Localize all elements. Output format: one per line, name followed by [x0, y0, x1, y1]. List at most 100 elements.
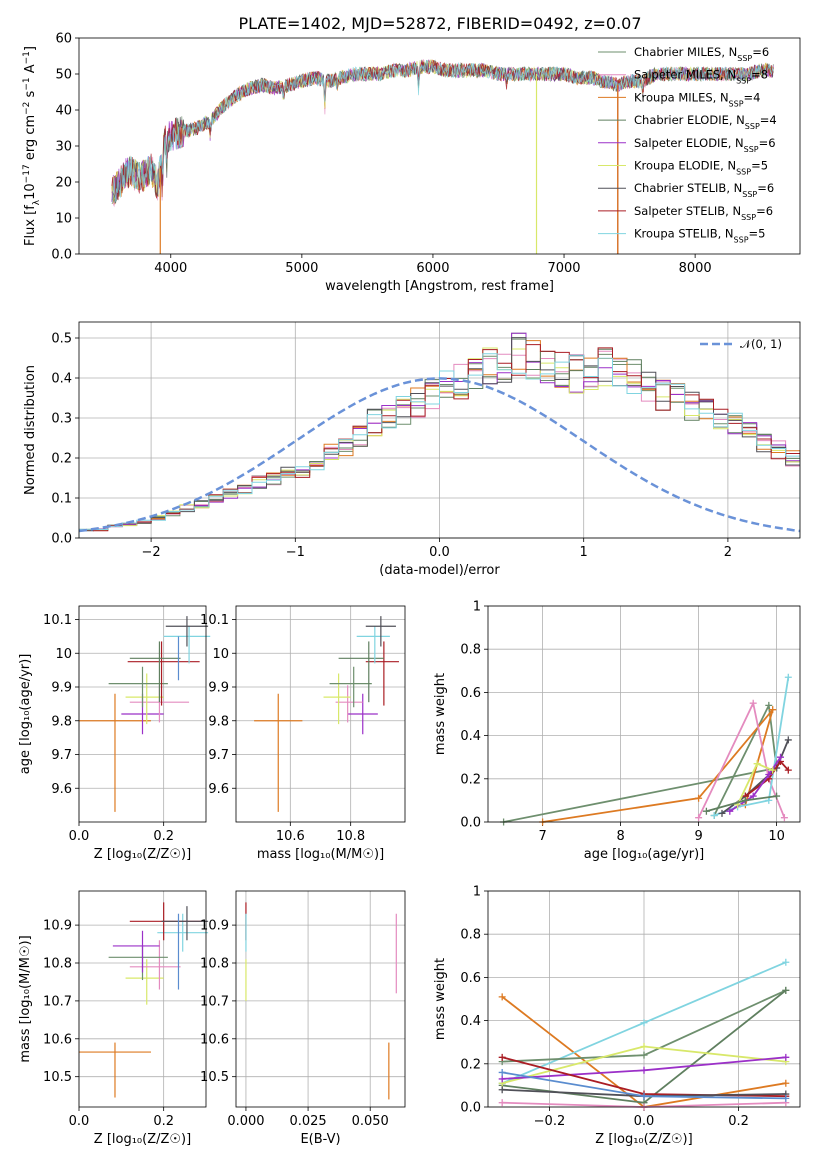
y-tick-label: 0.0 [460, 1101, 481, 1116]
weight-marker [702, 807, 710, 815]
y-tick-label: 0.4 [460, 1014, 481, 1029]
weight-marker [640, 1019, 648, 1027]
legend-label: Kroupa MILES, NSSP=4 [634, 90, 760, 108]
y-tick-label: 1 [473, 600, 481, 615]
weight-marker [769, 766, 777, 774]
weight-line-1 [542, 709, 774, 823]
spectrum-ylabel: Flux [fλ10−17 erg cm−2 s−1 A−1] [22, 46, 42, 246]
weight_vs_Z-xlabel: Z [log₁₀(Z/Z☉)] [595, 1132, 692, 1147]
y-tick-label: 0.2 [460, 1057, 481, 1072]
age_vs_Z-points [79, 616, 211, 812]
legend-label: Chabrier MILES, NSSP=6 [634, 45, 769, 63]
x-tick-label: −1 [286, 545, 305, 560]
legend-label: Kroupa ELODIE, NSSP=5 [634, 159, 768, 177]
spectrum-legend: Chabrier MILES, NSSP=6 Salpeter MILES, NS… [598, 45, 777, 244]
age_vs_Z-ylabel: age [log₁₀(age/yr)] [18, 654, 33, 775]
y-tick-label: 30 [55, 140, 72, 155]
spectrum-series-8 [111, 59, 774, 205]
mass_vs_ebv-frame [235, 890, 406, 1108]
y-tick-label: 10.8 [200, 957, 229, 972]
x-tick-label: 2 [724, 545, 732, 560]
x-tick-label: 6000 [416, 261, 449, 276]
weight-marker [749, 792, 757, 800]
x-tick-label: −2 [142, 545, 161, 560]
x-tick-label: 8000 [679, 261, 712, 276]
y-tick-label: 60 [55, 32, 72, 47]
mass_vs_ebv-xlabel: E(B-V) [300, 1132, 340, 1147]
y-tick-label: 20 [55, 176, 72, 191]
weight-marker [726, 807, 734, 815]
age_vs_Z-ticks: 0.0 0.2 9.6 9.7 9.8 9.9 10 10.1 [43, 613, 174, 844]
y-tick-label: 9.7 [208, 748, 229, 763]
x-tick-label: −0.2 [534, 1114, 566, 1129]
x-tick-label: 0.2 [153, 1114, 174, 1129]
legend-label: Kroupa STELIB, NSSP=5 [634, 227, 765, 245]
y-tick-label: 0.4 [51, 372, 72, 387]
mass_vs_ebv-axes: 0.000 0.025 0.050 10.5 10.6 10.7 10.8 10.9 [200, 891, 405, 1129]
weight-marker [710, 812, 718, 820]
mass_vs_Z-ylabel: mass [log₁₀(M/M☉)] [18, 935, 33, 1062]
x-tick-label: 4000 [154, 261, 187, 276]
y-tick-label: 10.1 [200, 613, 229, 628]
y-tick-label: 0.8 [460, 643, 481, 658]
x-tick-label: 0.2 [728, 1114, 749, 1129]
weight-line-0 [503, 702, 778, 823]
y-tick-label: 10.1 [43, 613, 72, 628]
age_vs_Z-axes: 0.0 0.2 9.6 9.7 9.8 9.9 10 10.1 [43, 606, 206, 844]
normal-legend-label: 𝒩(0, 1) [740, 337, 782, 351]
x-tick-label: 1 [580, 545, 588, 560]
y-tick-label: 0.0 [460, 816, 481, 831]
age_vs_Z-xlabel: Z [log₁₀(Z/Z☉)] [94, 847, 191, 862]
y-tick-label: 0.1 [51, 492, 72, 507]
y-tick-label: 0.3 [51, 412, 72, 427]
weight-marker [769, 706, 777, 714]
normal-curve [79, 377, 800, 533]
y-tick-label: 10.9 [200, 919, 229, 934]
mass_vs_Z-xlabel: Z [log₁₀(Z/Z☉)] [94, 1132, 191, 1147]
weight-marker [640, 1043, 648, 1051]
residuals-xlabel: (data-model)/error [379, 563, 500, 578]
spectrum-axes: 4000 5000 6000 7000 8000 0.0 10 20 30 40 50 60 [51, 32, 711, 277]
weight_vs_Z-ticks: −0.2 0.0 0.2 0.0 0.2 0.4 0.6 0.8 1 [460, 885, 749, 1130]
x-tick-label: 0.0 [429, 545, 450, 560]
y-tick-label: 10.6 [43, 1032, 72, 1047]
spectrum-frame [78, 37, 801, 255]
y-tick-label: 9.7 [51, 748, 72, 763]
weight-marker [498, 993, 506, 1001]
y-tick-label: 0.6 [460, 686, 481, 701]
legend-label: Chabrier ELODIE, NSSP=4 [634, 113, 777, 131]
y-tick-label: 10.9 [43, 919, 72, 934]
y-tick-label: 0.6 [460, 971, 481, 986]
x-tick-label: 10 [768, 829, 785, 844]
y-tick-label: 10.8 [43, 957, 72, 972]
y-tick-label: 9.9 [51, 681, 72, 696]
weight-marker [765, 701, 773, 709]
y-tick-label: 0.2 [460, 772, 481, 787]
weight-marker [782, 986, 790, 994]
y-tick-label: 1 [473, 885, 481, 900]
weight-marker [718, 809, 726, 817]
weight_vs_Z-ylabel: mass weight [433, 958, 448, 1040]
weight-marker [784, 766, 792, 774]
x-tick-label: 0.025 [289, 1114, 326, 1129]
x-tick-label: 5000 [285, 261, 318, 276]
weight_vs_age-series [500, 673, 792, 826]
y-tick-label: 50 [55, 68, 72, 83]
y-tick-label: 9.8 [208, 714, 229, 729]
mass_vs_Z-ticks: 0.0 0.2 10.5 10.6 10.7 10.8 10.9 [43, 919, 174, 1129]
y-tick-label: 9.9 [208, 681, 229, 696]
age_vs_mass-axes: 10.6 10.8 9.6 9.7 9.8 9.9 10 10.1 [200, 606, 405, 844]
x-tick-label: 0.000 [227, 1114, 264, 1129]
weight-marker [498, 1075, 506, 1083]
y-tick-label: 9.6 [51, 782, 72, 797]
y-tick-label: 10.7 [43, 994, 72, 1009]
weight-marker [695, 814, 703, 822]
y-tick-label: 10 [55, 212, 72, 227]
weight_vs_age-axes: 7 8 9 10 0.0 0.2 0.4 0.6 0.8 1 [460, 600, 800, 844]
spectrum-xlabel: wavelength [Angstrom, rest frame] [325, 279, 554, 294]
x-tick-label: 0.0 [634, 1114, 655, 1129]
x-tick-label: 0.0 [69, 1114, 90, 1129]
weight-line-6 [729, 756, 782, 812]
weight-marker [777, 753, 784, 761]
x-tick-label: 7000 [547, 261, 580, 276]
